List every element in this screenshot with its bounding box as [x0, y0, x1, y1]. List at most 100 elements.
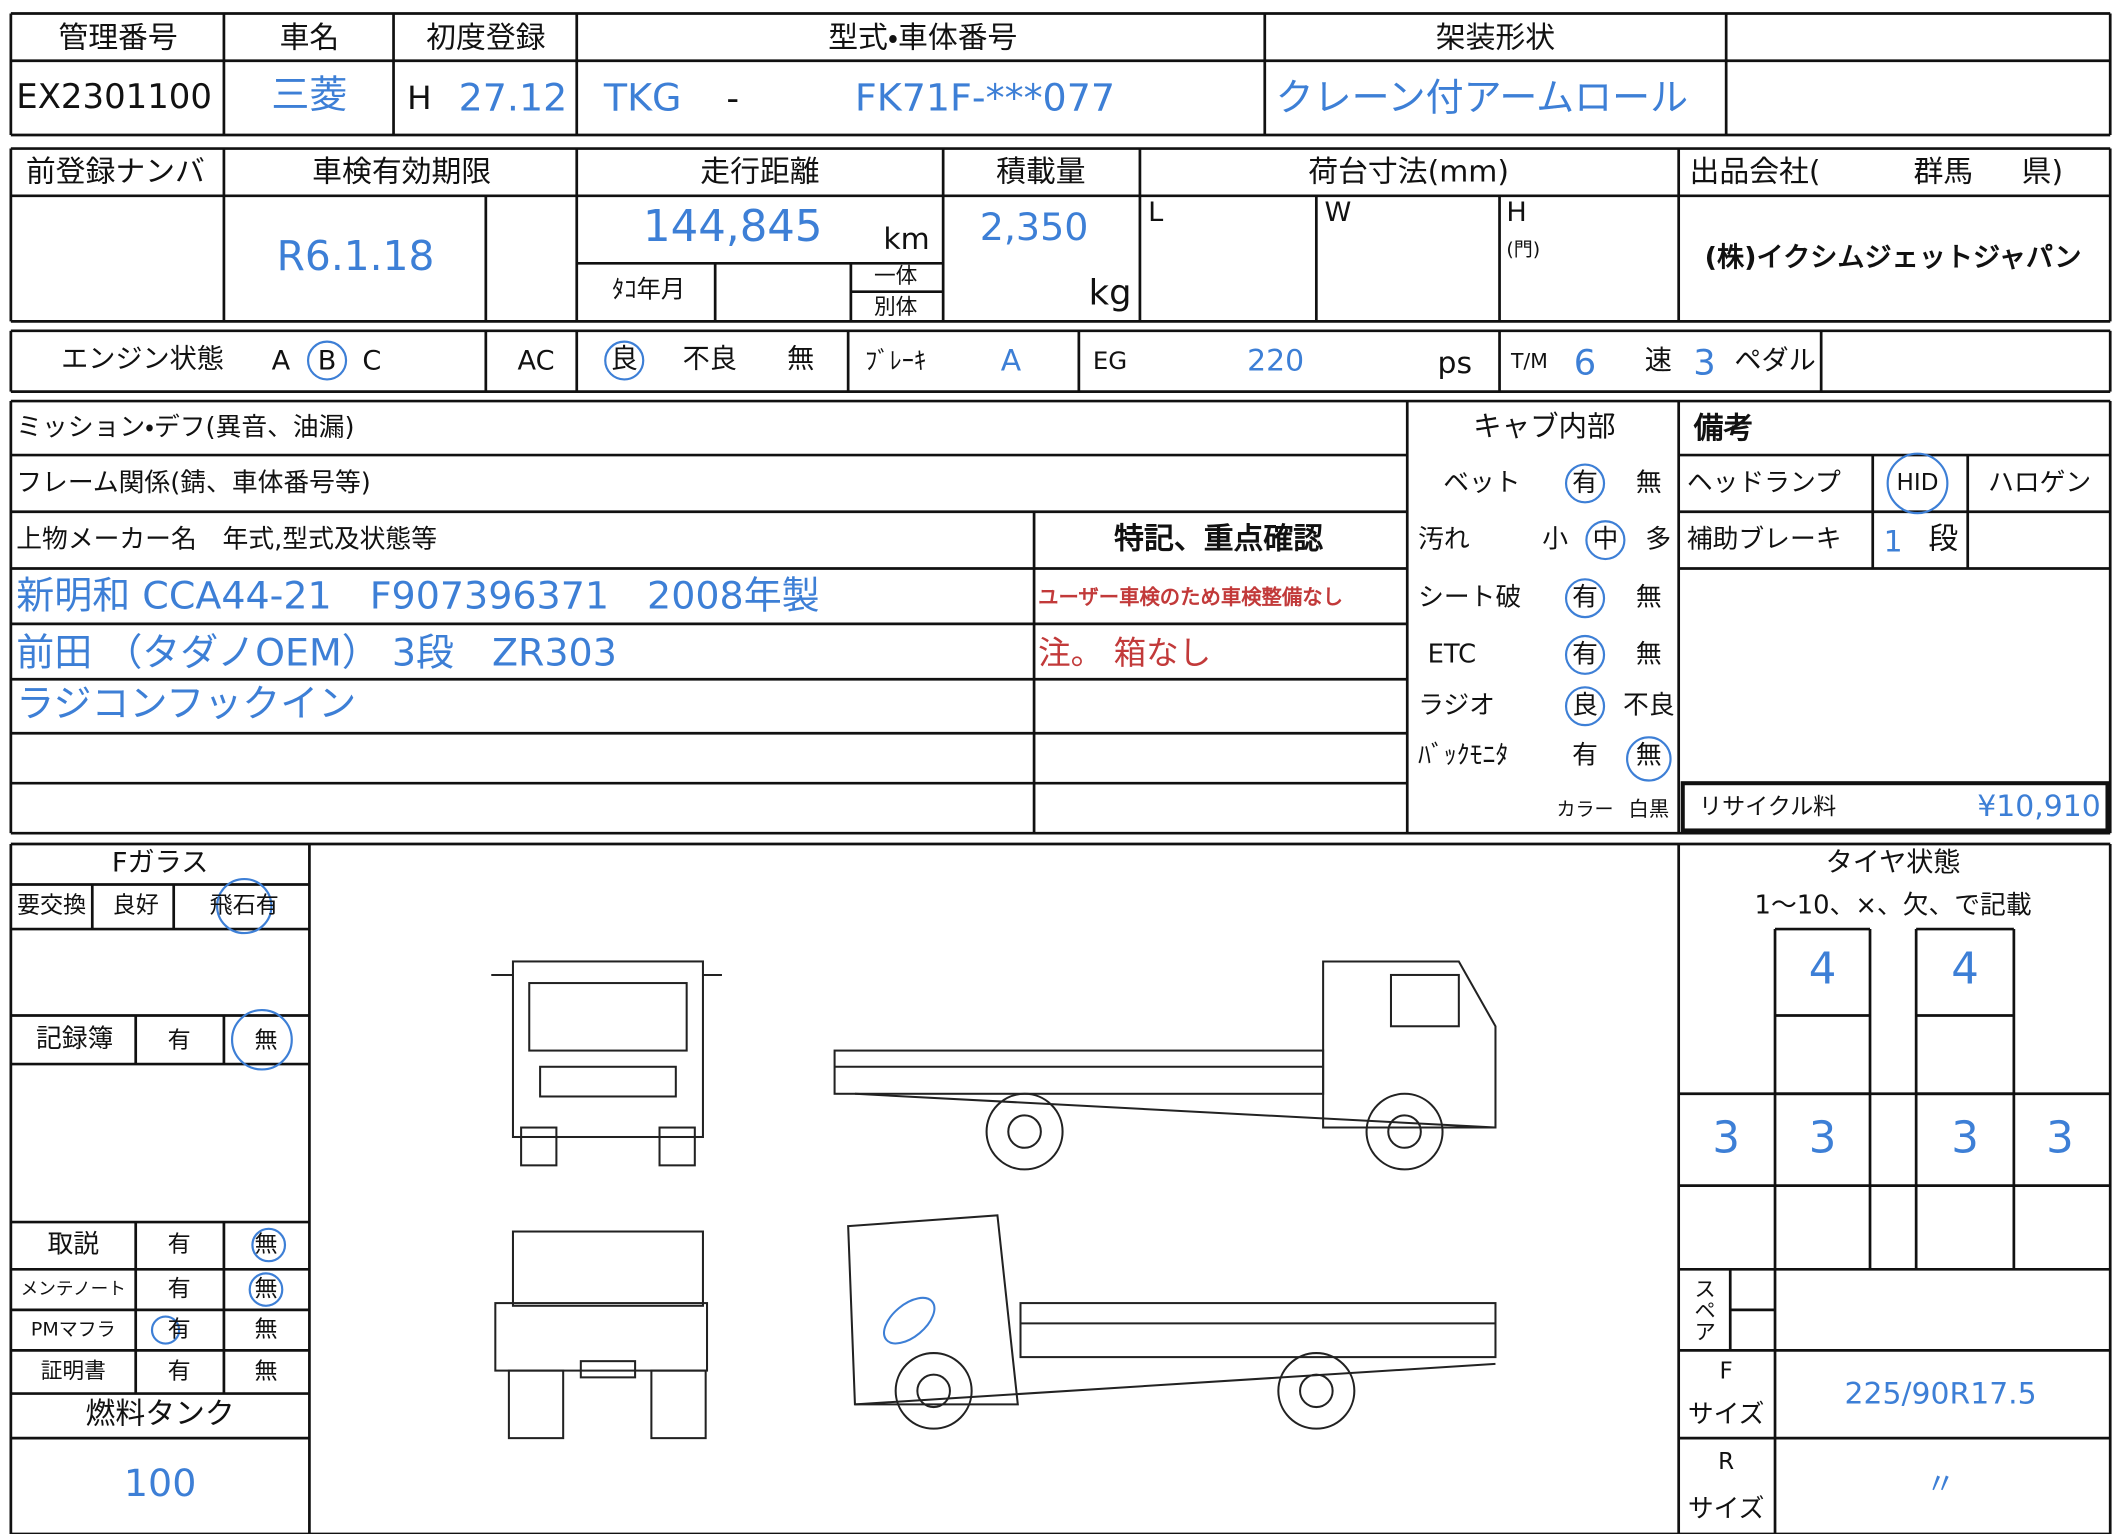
label: ラジオ	[1418, 691, 1495, 721]
label: kg	[1089, 272, 1132, 313]
label: 証明書	[41, 1359, 106, 1384]
label: EX2301100	[16, 77, 212, 116]
label: 有	[168, 1232, 191, 1258]
label: 前田 （タダノOEM） 3段 ZR303	[16, 630, 617, 674]
label: 中	[1593, 525, 1619, 555]
label: (株)イクシムジェットジャパン	[1705, 243, 2082, 274]
label: 小	[1542, 525, 1568, 555]
truck-side-view-2	[847, 1214, 1497, 1430]
label: 有	[1572, 741, 1598, 771]
selection-circle	[306, 340, 348, 381]
label: 有	[1572, 468, 1598, 498]
label: 3	[1712, 1114, 1740, 1164]
label: 取説	[47, 1230, 99, 1260]
label: ペダル	[1734, 345, 1815, 376]
label: R6.1.18	[277, 232, 435, 280]
label: 管理番号	[58, 21, 177, 56]
label: 225/90R17.5	[1845, 1376, 2037, 1411]
label: 有	[168, 1358, 191, 1384]
label: 荷台寸法(mm)	[1308, 154, 1509, 189]
label: ハロゲン	[1988, 468, 2091, 498]
label: (門)	[1506, 238, 1540, 260]
label: エンジン状態	[61, 344, 224, 375]
selection-circle	[251, 1227, 287, 1263]
label: A	[1001, 343, 1022, 378]
selection-circle	[1564, 463, 1606, 504]
label: km	[883, 222, 929, 257]
selection-circle	[1626, 736, 1672, 782]
label: B	[318, 345, 337, 376]
label: 積載量	[996, 154, 1086, 189]
label: 3	[1693, 343, 1715, 384]
label: 3	[2046, 1114, 2074, 1164]
label: 補助ブレーキ	[1687, 525, 1842, 555]
label: 2,350	[980, 205, 1089, 249]
selection-circle	[248, 1272, 284, 1307]
label: 有	[168, 1317, 191, 1343]
selection-circle	[230, 1008, 293, 1071]
label: ps	[1438, 346, 1472, 381]
label: 無	[1636, 583, 1662, 613]
truck-front-view	[491, 960, 722, 1167]
label: AC	[518, 345, 555, 376]
label: メンテノート	[21, 1280, 126, 1300]
label: 1～10、×、欠、で記載	[1755, 891, 2032, 921]
label: C	[362, 345, 381, 376]
label: 要交換	[17, 893, 86, 919]
label: 27.12	[459, 75, 568, 119]
label: 多	[1645, 525, 1671, 555]
truck-drawings	[491, 960, 1497, 1440]
label: 速	[1645, 345, 1672, 376]
label: 良好	[113, 893, 159, 919]
label: 別体	[874, 295, 918, 320]
label: 前登録ナンバ	[26, 154, 205, 189]
label: サイズ	[1688, 1494, 1765, 1524]
label: キャブ内部	[1473, 410, 1615, 443]
label: ベット	[1443, 468, 1520, 498]
label: ¥10,910	[1977, 789, 2100, 824]
selection-circle	[150, 1315, 181, 1345]
label: ﾊﾞｯｸﾓﾆﾀ	[1418, 741, 1508, 771]
label: 144,845	[643, 202, 822, 252]
selection-circle	[1585, 520, 1626, 561]
label: T/M	[1510, 349, 1548, 373]
label: 備考	[1693, 411, 1754, 446]
label: 220	[1247, 343, 1304, 378]
spare-label: スペア	[1691, 1277, 1716, 1342]
selection-circle	[1564, 686, 1606, 727]
label: 無	[254, 1317, 277, 1343]
label: PMマフラ	[31, 1319, 116, 1341]
label: 架装形状	[1436, 21, 1555, 56]
label: 有	[1572, 639, 1598, 669]
label: 走行距離	[700, 154, 819, 189]
label: ﾌﾞﾚｰｷ	[865, 346, 926, 375]
label: 特記、重点確認	[1114, 522, 1323, 557]
label: 6	[1574, 343, 1596, 384]
label: ユーザー車検のため車検整備なし	[1038, 585, 1343, 609]
label: 白黒	[1628, 797, 1669, 821]
label: 無	[254, 1276, 277, 1302]
label: 無	[1636, 468, 1662, 498]
label: A	[272, 345, 291, 376]
label: ヘッドランプ	[1687, 468, 1841, 498]
selection-circle	[1564, 578, 1606, 619]
label: 有	[1572, 583, 1598, 613]
label: 100	[124, 1461, 197, 1505]
label: 3	[1951, 1114, 1979, 1164]
label: クレーン付アームロール	[1276, 75, 1689, 119]
label: 飛石有	[210, 893, 279, 919]
label: 汚れ	[1418, 525, 1470, 555]
label: 1	[1884, 524, 1903, 559]
label: FK71F-***077	[855, 75, 1115, 119]
label: L	[1148, 197, 1163, 228]
selection-circle	[604, 340, 645, 381]
label: 注。 箱なし	[1038, 634, 1211, 672]
label: 上物メーカー名 年式,型式及状態等	[16, 525, 437, 555]
label: 燃料タンク	[86, 1397, 235, 1432]
label: W	[1324, 197, 1351, 228]
label: ラジコンフックイン	[16, 682, 356, 726]
